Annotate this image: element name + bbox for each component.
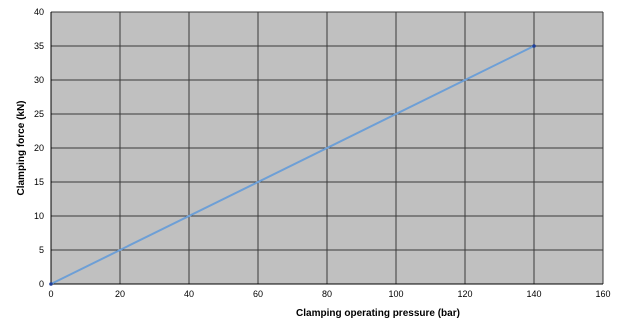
- data-point: [532, 44, 536, 48]
- y-tick-label: 5: [39, 245, 44, 255]
- y-tick-label: 10: [34, 211, 44, 221]
- y-tick-label: 35: [34, 41, 44, 51]
- x-tick-label: 100: [388, 289, 403, 299]
- y-tick-label: 20: [34, 143, 44, 153]
- tick-labels: 0 20 40 60 80 100 120 140 160 0 5 10 15 20 25 30 35 40: [34, 7, 611, 299]
- x-tick-label: 140: [526, 289, 541, 299]
- x-tick-label: 80: [322, 289, 332, 299]
- series-layer: [49, 44, 536, 286]
- x-tick-label: 160: [595, 289, 610, 299]
- y-tick-label: 15: [34, 177, 44, 187]
- data-point: [49, 282, 53, 286]
- x-tick-label: 40: [184, 289, 194, 299]
- y-tick-label: 40: [34, 7, 44, 17]
- x-tick-label: 60: [253, 289, 263, 299]
- x-tick-label: 0: [48, 289, 53, 299]
- y-axis-title: Clamping force (kN): [16, 100, 27, 195]
- x-tick-label: 120: [457, 289, 472, 299]
- x-tick-label: 20: [115, 289, 125, 299]
- y-tick-label: 30: [34, 75, 44, 85]
- series-line: [50, 45, 535, 285]
- y-tick-label: 25: [34, 109, 44, 119]
- y-tick-label: 0: [39, 279, 44, 289]
- x-axis-title: Clamping operating pressure (bar): [296, 308, 460, 319]
